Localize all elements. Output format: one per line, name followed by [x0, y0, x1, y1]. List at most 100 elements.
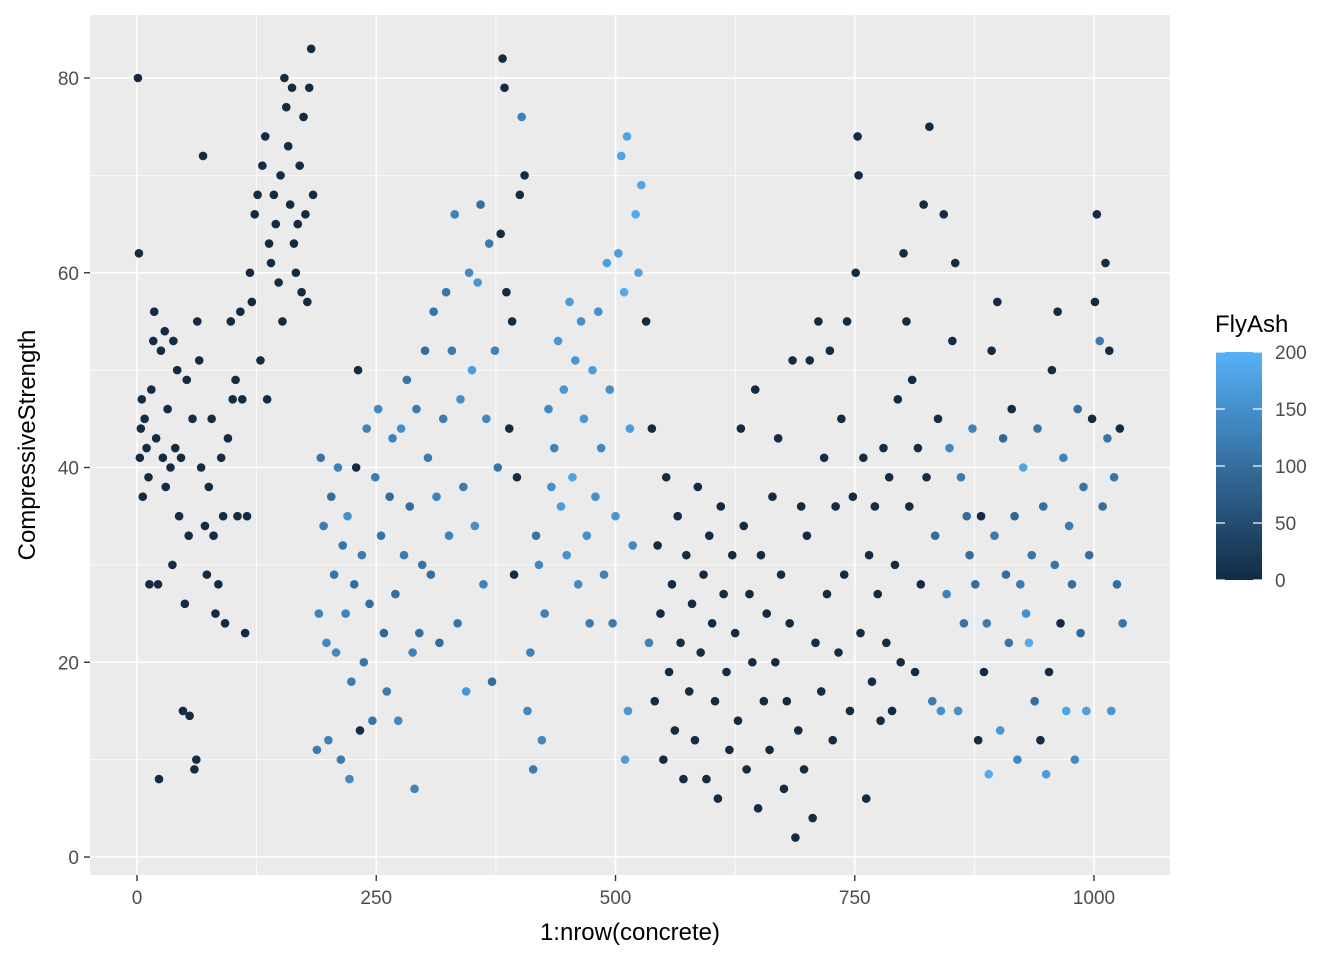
data-point: [802, 531, 812, 540]
data-point: [756, 550, 766, 560]
data-point: [1059, 453, 1068, 463]
data-point: [899, 248, 908, 258]
data-point: [722, 667, 731, 677]
data-point: [851, 268, 861, 278]
data-point: [370, 472, 380, 482]
data-point: [816, 687, 826, 696]
data-point: [582, 531, 592, 540]
data-point: [619, 287, 629, 297]
data-point: [158, 453, 168, 463]
data-point: [822, 589, 832, 599]
y-axis-title: CompressiveStrength: [14, 330, 41, 561]
data-point: [237, 395, 247, 404]
y-tick-label: 0: [68, 848, 79, 869]
data-point: [664, 667, 674, 677]
data-point: [927, 696, 937, 706]
data-point: [1064, 521, 1074, 531]
data-point: [591, 492, 600, 502]
data-point: [355, 726, 365, 735]
data-point: [1050, 560, 1060, 570]
data-point: [791, 833, 800, 842]
data-point: [156, 346, 166, 355]
y-tick-label: 20: [58, 653, 79, 674]
data-point: [504, 424, 514, 433]
data-point: [145, 580, 154, 589]
data-point: [168, 560, 177, 570]
data-point: [228, 395, 237, 404]
data-point: [149, 307, 159, 317]
data-point: [1013, 755, 1022, 764]
data-point: [768, 492, 777, 502]
data-point: [631, 210, 640, 219]
data-point: [879, 443, 888, 453]
data-point: [948, 336, 957, 346]
data-point: [1024, 638, 1034, 648]
data-point: [904, 502, 914, 511]
data-point: [453, 619, 462, 628]
data-point: [517, 112, 527, 122]
data-point: [679, 774, 688, 784]
data-point: [391, 589, 400, 599]
data-point: [716, 502, 726, 511]
data-point: [293, 219, 303, 229]
data-point: [461, 687, 471, 696]
data-point: [1004, 638, 1014, 648]
data-point: [762, 609, 772, 618]
data-point: [385, 492, 394, 502]
data-point: [805, 356, 815, 365]
data-point: [814, 317, 823, 326]
data-point: [628, 541, 638, 550]
y-tick-label: 60: [58, 264, 79, 285]
data-point: [710, 696, 720, 706]
data-point: [266, 258, 276, 268]
data-point: [765, 745, 774, 755]
data-point: [1106, 706, 1116, 716]
data-point: [357, 550, 367, 560]
data-point: [487, 677, 497, 687]
data-point: [236, 307, 245, 317]
data-point: [854, 171, 863, 180]
data-point: [602, 258, 612, 268]
data-point: [223, 433, 233, 443]
data-point: [637, 180, 646, 190]
data-point: [399, 550, 409, 560]
data-point: [1036, 735, 1045, 745]
data-point: [233, 511, 242, 521]
data-point: [163, 404, 172, 414]
data-point: [573, 580, 583, 589]
data-point: [188, 414, 197, 424]
data-point: [316, 453, 326, 463]
data-point: [343, 511, 352, 521]
data-point: [368, 716, 377, 725]
data-point: [971, 580, 980, 589]
data-point: [1047, 365, 1057, 375]
data-point: [953, 706, 963, 716]
data-point: [653, 541, 662, 550]
data-point: [172, 365, 182, 375]
y-tick-label: 80: [58, 69, 79, 90]
data-point: [531, 531, 541, 540]
data-point: [1109, 472, 1119, 482]
data-point: [280, 73, 289, 83]
data-point: [785, 619, 794, 628]
data-point: [696, 648, 705, 657]
data-point: [479, 580, 488, 589]
data-point: [426, 570, 436, 579]
data-point: [528, 765, 538, 774]
data-point: [498, 54, 507, 63]
data-point: [423, 453, 433, 463]
data-point: [861, 794, 871, 803]
data-point: [493, 463, 503, 472]
data-point: [893, 395, 903, 404]
data-point: [198, 151, 208, 161]
data-point: [410, 784, 419, 794]
data-point: [753, 804, 763, 813]
data-point: [611, 511, 620, 521]
data-point: [571, 356, 580, 365]
data-point: [464, 268, 474, 278]
data-point: [283, 141, 293, 151]
data-point: [242, 511, 252, 521]
data-point: [211, 609, 220, 618]
data-point: [136, 424, 146, 433]
